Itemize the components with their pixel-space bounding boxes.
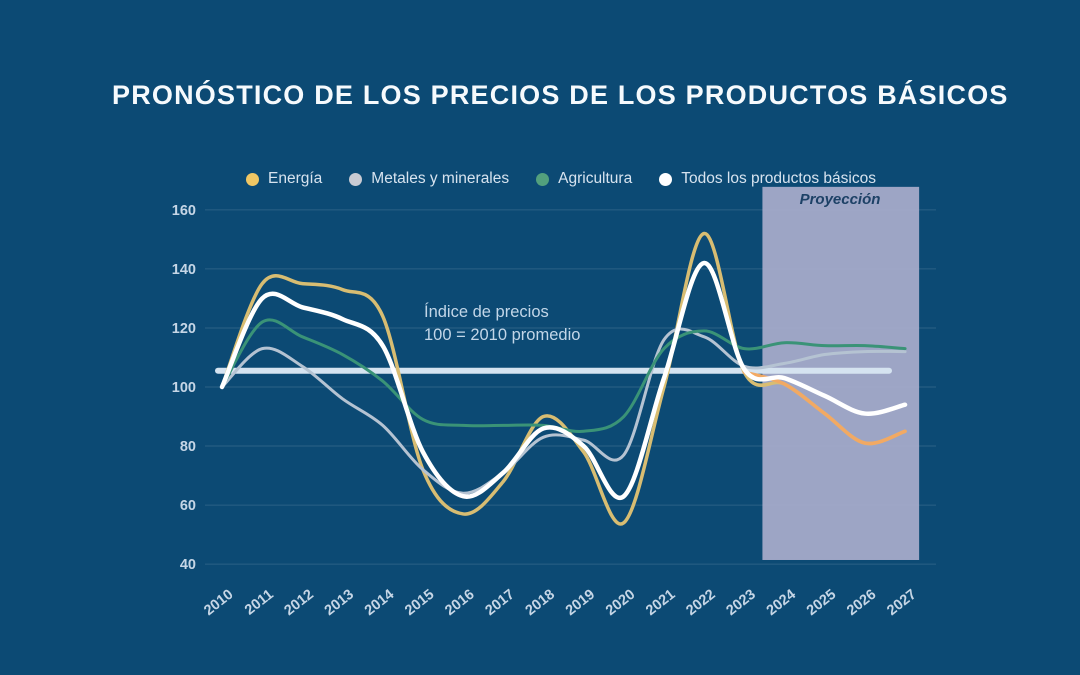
x-tick-label-2015: 2015	[402, 587, 437, 619]
legend-label-metales: Metales y minerales	[371, 170, 510, 187]
x-tick-label-2022: 2022	[683, 587, 718, 619]
x-tick-label-2013: 2013	[322, 587, 357, 619]
y-tick-label-140: 140	[172, 262, 196, 278]
x-tick-label-2017: 2017	[482, 587, 517, 619]
legend-item-agricultura: Agricultura	[536, 170, 632, 188]
chart-legend: Energía Metales y minerales Agricultura …	[246, 170, 876, 188]
legend-item-energia: Energía	[246, 170, 322, 188]
x-tick-label-2012: 2012	[282, 587, 317, 619]
y-tick-label-80: 80	[180, 439, 196, 455]
legend-label-todos: Todos los productos básicos	[681, 170, 876, 187]
series-line-todos	[219, 260, 908, 501]
series-line-energia	[220, 231, 907, 526]
x-axis-labels: 2010 2011 2012 2013 2014 2015 2016 2017 2018 2019…	[201, 587, 919, 619]
x-tick-label-2010: 2010	[201, 587, 236, 619]
legend-item-metales: Metales y minerales	[349, 170, 509, 188]
legend-swatch-energia	[246, 172, 259, 186]
index-note-line2: 100 = 2010 promedio	[424, 326, 581, 345]
x-tick-label-2026: 2026	[844, 587, 879, 619]
index-note: Índice de precios 100 = 2010 promedio	[424, 301, 580, 348]
legend-swatch-metales	[349, 172, 363, 186]
y-tick-label-160: 160	[172, 203, 196, 219]
series-lines	[219, 231, 908, 526]
legend-item-todos: Todos los productos básicos	[659, 170, 876, 188]
legend-label-energia: Energía	[268, 170, 323, 187]
x-tick-label-2018: 2018	[523, 587, 558, 619]
legend-label-agricultura: Agricultura	[558, 170, 633, 187]
x-tick-label-2023: 2023	[724, 587, 759, 619]
y-tick-label-60: 60	[180, 498, 196, 514]
x-tick-label-2021: 2021	[643, 587, 678, 619]
y-axis-labels: 40 60 80 100 120 140 160	[172, 203, 196, 573]
x-tick-label-2014: 2014	[362, 587, 397, 619]
x-tick-label-2019: 2019	[563, 587, 598, 619]
chart-title: PRONÓSTICO DE LOS PRECIOS DE LOS PRODUCT…	[112, 80, 1009, 110]
y-tick-label-120: 120	[172, 321, 196, 337]
x-tick-label-2011: 2011	[242, 587, 277, 619]
projection-label: Proyección	[800, 191, 881, 208]
y-tick-label-100: 100	[172, 380, 196, 396]
y-tick-label-40: 40	[180, 557, 196, 573]
legend-swatch-todos	[659, 172, 673, 186]
x-tick-label-2025: 2025	[804, 587, 839, 619]
x-tick-label-2024: 2024	[764, 587, 799, 619]
x-tick-label-2020: 2020	[603, 587, 638, 619]
x-tick-label-2027: 2027	[884, 587, 919, 619]
x-tick-label-2016: 2016	[442, 587, 477, 619]
legend-swatch-agricultura	[536, 172, 550, 186]
index-note-line1: Índice de precios	[424, 303, 549, 321]
